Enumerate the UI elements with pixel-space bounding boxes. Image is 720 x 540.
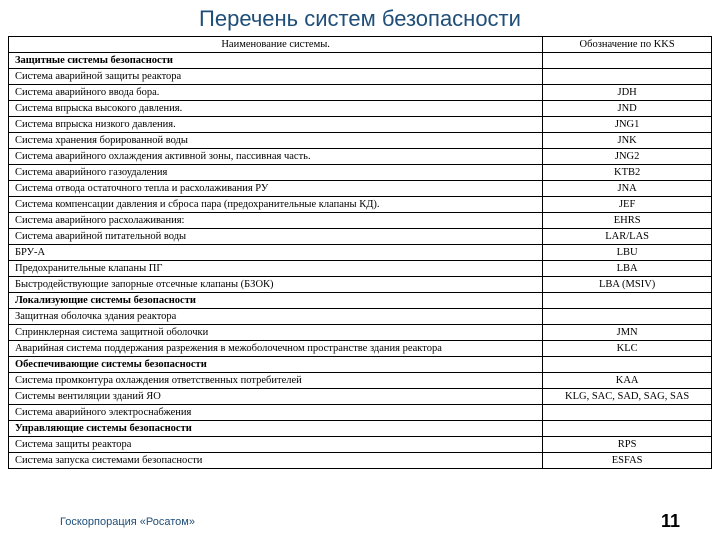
kks-code: KLG, SAC, SAD, SAG, SAS [543, 389, 712, 405]
kks-code: JMN [543, 325, 712, 341]
table-row: Система аварийного охлаждения активной з… [9, 149, 712, 165]
table-row: Система аварийного расхолаживания:EHRS [9, 213, 712, 229]
table-row: Система отвода остаточного тепла и расхо… [9, 181, 712, 197]
system-name: БРУ-А [9, 245, 543, 261]
system-name: Аварийная система поддержания разрежения… [9, 341, 543, 357]
system-name: Система промконтура охлаждения ответстве… [9, 373, 543, 389]
system-name: Система отвода остаточного тепла и расхо… [9, 181, 543, 197]
table-row: Система аварийной питательной водыLAR/LA… [9, 229, 712, 245]
table-row: Система впрыска высокого давления.JND [9, 101, 712, 117]
col-header-code: Обозначение по KKS [543, 37, 712, 53]
table-row: Спринклерная система защитной оболочкиJM… [9, 325, 712, 341]
system-name: Система впрыска высокого давления. [9, 101, 543, 117]
kks-code: EHRS [543, 213, 712, 229]
system-name: Система аварийного расхолаживания: [9, 213, 543, 229]
page-number: 11 [661, 511, 680, 532]
kks-code: JNK [543, 133, 712, 149]
table-row: Система аварийного ввода бора.JDH [9, 85, 712, 101]
table-row: Защитная оболочка здания реактора [9, 309, 712, 325]
table-row: Обеспечивающие системы безопасности [9, 357, 712, 373]
system-name: Система аварийного электроснабжения [9, 405, 543, 421]
table-row: Система аварийной защиты реактора [9, 69, 712, 85]
table-row: Управляющие системы безопасности [9, 421, 712, 437]
kks-code: JEF [543, 197, 712, 213]
kks-code: JNA [543, 181, 712, 197]
kks-code [543, 309, 712, 325]
system-name: Система запуска системами безопасности [9, 453, 543, 469]
table-row: Аварийная система поддержания разрежения… [9, 341, 712, 357]
table-row: Система хранения борированной водыJNK [9, 133, 712, 149]
table-container: Наименование системы. Обозначение по KKS… [0, 36, 720, 469]
table-row: Быстродействующие запорные отсечные клап… [9, 277, 712, 293]
kks-code [543, 293, 712, 309]
system-name: Система аварийного газоудаления [9, 165, 543, 181]
kks-code: LBA (MSIV) [543, 277, 712, 293]
table-row: Системы вентиляции зданий ЯОKLG, SAC, SA… [9, 389, 712, 405]
table-row: Система компенсации давления и сброса па… [9, 197, 712, 213]
safety-systems-table: Наименование системы. Обозначение по KKS… [8, 36, 712, 469]
table-row: БРУ-АLBU [9, 245, 712, 261]
footer: Госкорпорация «Росатом» 11 [0, 511, 720, 532]
system-name: Система аварийного ввода бора. [9, 85, 543, 101]
system-name: Система хранения борированной воды [9, 133, 543, 149]
table-row: Система впрыска низкого давления.JNG1 [9, 117, 712, 133]
kks-code [543, 53, 712, 69]
kks-code [543, 405, 712, 421]
system-name: Спринклерная система защитной оболочки [9, 325, 543, 341]
system-name: Защитная оболочка здания реактора [9, 309, 543, 325]
footer-org: Госкорпорация «Росатом» [60, 516, 195, 528]
table-row: Локализующие системы безопасности [9, 293, 712, 309]
table-row: Система аварийного электроснабжения [9, 405, 712, 421]
kks-code: KLC [543, 341, 712, 357]
kks-code: LBU [543, 245, 712, 261]
system-name: Система компенсации давления и сброса па… [9, 197, 543, 213]
system-name: Система аварийного охлаждения активной з… [9, 149, 543, 165]
system-name: Быстродействующие запорные отсечные клап… [9, 277, 543, 293]
kks-code: KAA [543, 373, 712, 389]
system-name: Системы вентиляции зданий ЯО [9, 389, 543, 405]
system-name: Система аварийной защиты реактора [9, 69, 543, 85]
section-header: Управляющие системы безопасности [9, 421, 543, 437]
table-row: Система аварийного газоудаленияKTB2 [9, 165, 712, 181]
kks-code: LBA [543, 261, 712, 277]
table-row: Предохранительные клапаны ПГLBA [9, 261, 712, 277]
kks-code: KTB2 [543, 165, 712, 181]
kks-code: LAR/LAS [543, 229, 712, 245]
kks-code [543, 69, 712, 85]
kks-code [543, 357, 712, 373]
kks-code: ESFAS [543, 453, 712, 469]
section-header: Локализующие системы безопасности [9, 293, 543, 309]
page-title: Перечень систем безопасности [0, 0, 720, 36]
system-name: Система впрыска низкого давления. [9, 117, 543, 133]
col-header-name: Наименование системы. [9, 37, 543, 53]
kks-code: JDH [543, 85, 712, 101]
system-name: Система защиты реактора [9, 437, 543, 453]
system-name: Предохранительные клапаны ПГ [9, 261, 543, 277]
section-header: Защитные системы безопасности [9, 53, 543, 69]
table-row: Система защиты реактораRPS [9, 437, 712, 453]
system-name: Система аварийной питательной воды [9, 229, 543, 245]
table-row: Защитные системы безопасности [9, 53, 712, 69]
table-row: Система запуска системами безопасностиES… [9, 453, 712, 469]
kks-code: JND [543, 101, 712, 117]
kks-code: JNG2 [543, 149, 712, 165]
table-row: Система промконтура охлаждения ответстве… [9, 373, 712, 389]
kks-code: RPS [543, 437, 712, 453]
kks-code [543, 421, 712, 437]
section-header: Обеспечивающие системы безопасности [9, 357, 543, 373]
kks-code: JNG1 [543, 117, 712, 133]
